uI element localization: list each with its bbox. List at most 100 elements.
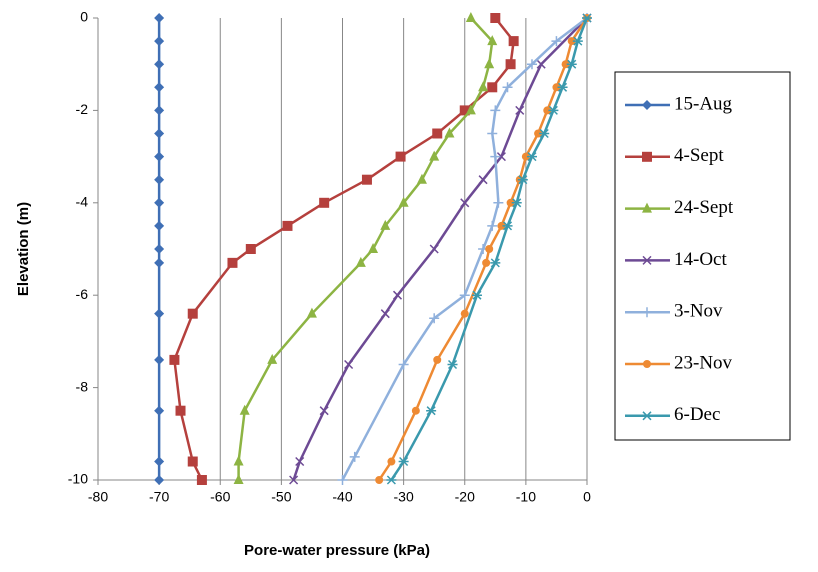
marker — [482, 258, 491, 267]
marker — [511, 198, 522, 208]
marker — [493, 197, 504, 208]
marker — [548, 105, 559, 115]
y-axis-title: Elevation (m) — [15, 202, 32, 296]
marker — [536, 59, 546, 69]
marker — [642, 307, 652, 318]
marker — [344, 359, 354, 370]
y-tick-label: 0 — [80, 9, 88, 25]
marker — [398, 196, 409, 207]
marker — [566, 59, 577, 69]
y-tick-label: -10 — [68, 471, 88, 487]
marker — [643, 360, 651, 368]
marker — [487, 82, 498, 93]
marker — [154, 308, 165, 319]
marker — [496, 152, 506, 162]
marker — [642, 202, 652, 213]
marker — [471, 290, 482, 300]
marker — [642, 411, 652, 421]
y-tick-label: -6 — [76, 286, 89, 302]
marker — [398, 359, 409, 370]
x-tick-label: -40 — [332, 489, 352, 505]
marker — [398, 456, 409, 467]
marker — [411, 406, 420, 415]
legend-entry: 24-Sept — [625, 197, 734, 218]
marker — [429, 150, 440, 161]
marker — [375, 476, 384, 484]
marker — [642, 151, 652, 162]
marker — [459, 105, 470, 116]
marker — [426, 406, 437, 416]
marker — [154, 174, 165, 185]
marker — [289, 475, 299, 485]
x-tick-label: -20 — [455, 489, 475, 505]
marker — [460, 198, 470, 208]
marker — [561, 60, 570, 69]
marker — [154, 220, 165, 231]
marker — [502, 82, 513, 93]
legend-label: 4-Sept — [674, 145, 724, 166]
marker — [490, 13, 501, 23]
marker — [319, 406, 329, 416]
marker — [154, 36, 165, 47]
marker — [517, 175, 528, 185]
marker — [154, 197, 165, 208]
marker — [497, 221, 506, 230]
marker — [502, 221, 513, 231]
marker — [154, 13, 165, 23]
marker — [432, 128, 443, 139]
series-line — [292, 17, 588, 481]
legend-label: 24-Sept — [674, 197, 734, 218]
marker — [245, 244, 256, 254]
marker — [478, 81, 489, 92]
marker — [551, 36, 562, 47]
marker — [233, 455, 244, 466]
marker — [526, 59, 537, 70]
legend-entry: 23-Nov — [625, 352, 733, 373]
marker — [154, 257, 165, 268]
x-tick-label: 0 — [583, 489, 591, 505]
x-tick-label: -30 — [394, 489, 414, 505]
marker — [169, 354, 180, 365]
x-tick-label: -70 — [149, 489, 169, 505]
marker — [460, 309, 469, 318]
marker — [487, 128, 498, 139]
marker — [267, 353, 278, 364]
legend-entry: 6-Dec — [625, 404, 720, 425]
marker — [154, 244, 165, 254]
marker — [552, 83, 561, 92]
marker — [487, 220, 498, 231]
marker — [490, 151, 501, 162]
marker — [282, 220, 293, 231]
marker — [506, 198, 515, 207]
marker — [572, 36, 583, 46]
series-line — [237, 17, 494, 480]
legend-label: 14-Oct — [674, 249, 727, 270]
marker — [567, 37, 576, 46]
marker — [187, 308, 198, 319]
marker — [539, 128, 550, 139]
marker — [387, 457, 396, 466]
marker — [233, 474, 244, 484]
marker — [395, 151, 406, 162]
marker — [416, 173, 427, 184]
x-axis-title: Pore-water pressure (kPa) — [244, 542, 430, 559]
marker — [154, 405, 165, 416]
marker — [154, 59, 165, 70]
marker — [380, 309, 390, 319]
marker — [154, 354, 165, 365]
marker — [227, 257, 238, 268]
marker — [478, 175, 488, 185]
marker — [485, 245, 494, 253]
marker — [196, 475, 207, 485]
marker — [487, 35, 498, 46]
marker — [465, 12, 476, 22]
marker — [444, 127, 455, 138]
marker — [642, 100, 652, 110]
marker — [355, 256, 366, 267]
marker — [386, 475, 397, 485]
marker — [433, 355, 442, 364]
marker — [349, 451, 360, 462]
x-tick-label: -50 — [271, 489, 291, 505]
marker — [239, 404, 250, 415]
